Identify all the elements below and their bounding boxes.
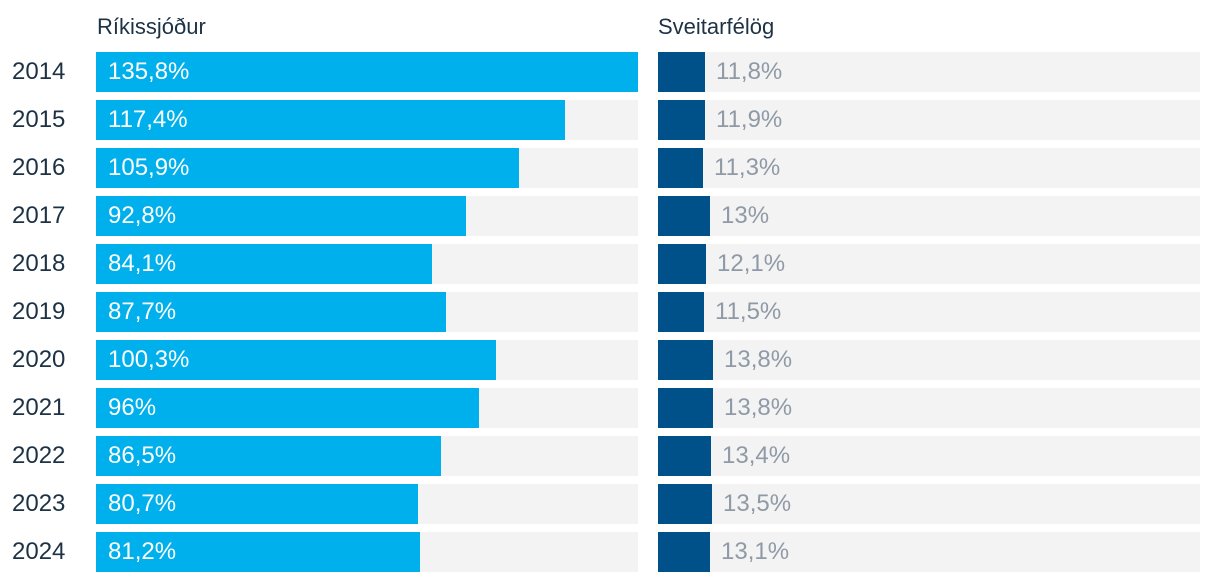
data-label: 96% [108,394,157,421]
bar-2-2024 [658,532,710,572]
data-label: 135,8% [108,58,190,85]
bar-2-2022 [658,436,711,476]
data-label: 92,8% [108,202,177,229]
bar-1-2017 [96,196,466,236]
data-label: 86,5% [108,442,177,469]
data-label: 13,4% [722,442,791,469]
data-label: 87,7% [108,298,177,325]
bar-2-2018 [658,244,706,284]
bar-2-2023 [658,484,712,524]
bar-2-2017 [658,196,710,236]
bar-track [658,244,1200,284]
bar-track [658,52,1200,92]
panel-title-2: Sveitarfélög [658,14,775,39]
data-label: 100,3% [108,346,190,373]
bar-2-2015 [658,100,705,140]
bar-1-2016 [96,148,519,188]
bar-track [658,436,1200,476]
data-label: 80,7% [108,490,177,517]
year-label-2020: 2020 [12,346,66,373]
year-label-2024: 2024 [12,538,66,565]
data-label: 81,2% [108,538,177,565]
bar-1-2014 [96,52,638,92]
bar-track [658,100,1200,140]
bar-track [658,340,1200,380]
bar-1-2018 [96,244,432,284]
bar-track [658,196,1200,236]
data-label: 105,9% [108,154,190,181]
bar-1-2015 [96,100,565,140]
year-label-2016: 2016 [12,154,66,181]
bar-2-2014 [658,52,705,92]
bar-track [658,532,1200,572]
data-label: 13,8% [724,346,793,373]
data-label: 11,8% [716,58,783,85]
year-label-2015: 2015 [12,106,66,133]
year-label-2023: 2023 [12,490,66,517]
bar-1-2020 [96,340,496,380]
year-label-2022: 2022 [12,442,66,469]
bar-1-2022 [96,436,441,476]
bar-2-2016 [658,148,703,188]
year-label-2017: 2017 [12,202,66,229]
data-label: 117,4% [108,106,188,133]
panel-title-1: Ríkissjóður [97,14,206,39]
year-label-2018: 2018 [12,250,66,277]
year-label-2014: 2014 [12,58,66,85]
bar-2-2020 [658,340,713,380]
bar-1-2024 [96,532,420,572]
bar-1-2019 [96,292,446,332]
data-label: 11,9% [716,106,783,133]
data-label: 12,1% [717,250,786,277]
bar-track [658,292,1200,332]
data-label: 11,3% [714,154,781,181]
year-label-2021: 2021 [12,394,66,421]
bar-track [658,388,1200,428]
data-label: 13,5% [723,490,792,517]
bar-track [658,148,1200,188]
data-label: 84,1% [108,250,177,277]
data-label: 11,5% [715,298,782,325]
data-label: 13,1% [721,538,790,565]
bar-1-2023 [96,484,418,524]
bar-track [658,484,1200,524]
bar-1-2021 [96,388,479,428]
year-label-2019: 2019 [12,298,66,325]
bar-2-2019 [658,292,704,332]
data-label: 13,8% [724,394,793,421]
bar-2-2021 [658,388,713,428]
data-label: 13% [721,202,770,229]
